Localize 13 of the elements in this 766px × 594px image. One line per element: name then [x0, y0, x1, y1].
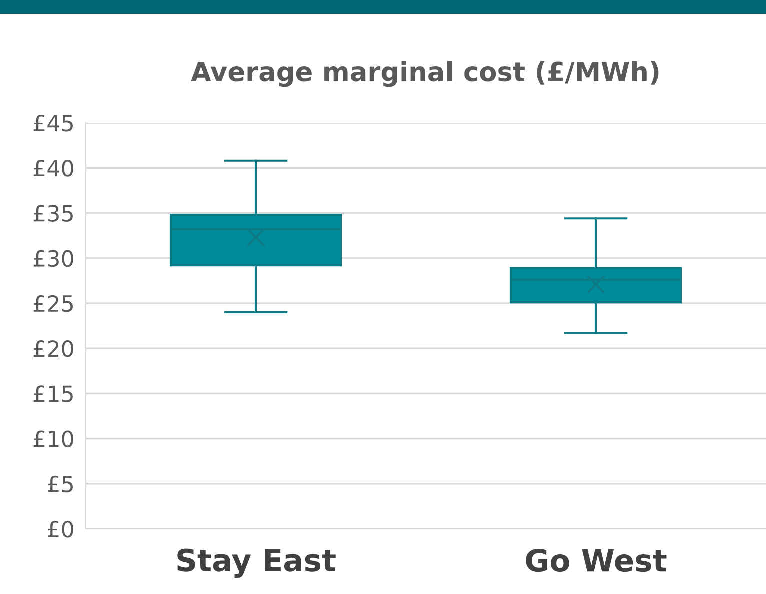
x-tick-label: Go West [526, 548, 667, 572]
y-tick-label: £25 [34, 295, 73, 312]
x-tick-label: Stay East [178, 548, 336, 578]
y-tick-label: £30 [34, 250, 74, 268]
y-tick-label: £15 [34, 386, 73, 402]
chart-title: Average marginal cost (£/MWh) [191, 61, 659, 88]
y-tick-label: £10 [34, 430, 74, 448]
y-tick-label: £5 [48, 476, 73, 493]
y-tick-label: £0 [48, 520, 74, 538]
y-tick-label: £20 [34, 340, 74, 358]
y-tick-label: £40 [34, 160, 74, 177]
y-tick-label: £35 [34, 205, 73, 222]
y-tick-label: £45 [34, 114, 73, 132]
